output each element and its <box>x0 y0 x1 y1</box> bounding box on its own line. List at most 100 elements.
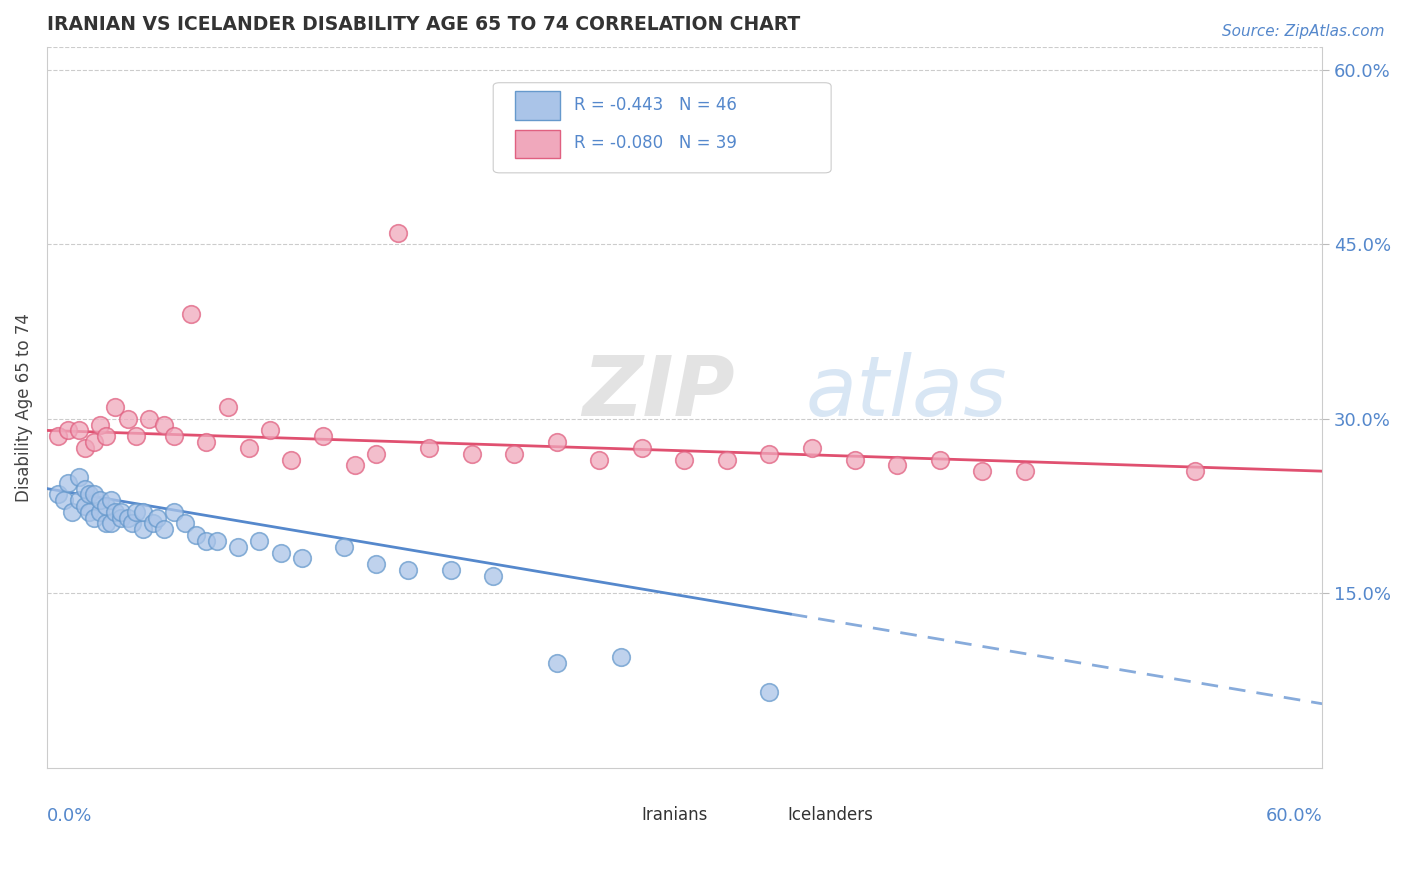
Point <box>138 412 160 426</box>
Point <box>195 533 218 548</box>
Point <box>152 417 174 432</box>
Point <box>83 487 105 501</box>
Point <box>104 400 127 414</box>
Point <box>67 470 90 484</box>
Point <box>226 540 249 554</box>
Point <box>482 569 505 583</box>
Point <box>163 505 186 519</box>
Point <box>83 435 105 450</box>
Point <box>970 464 993 478</box>
Point <box>89 493 111 508</box>
Point <box>75 499 97 513</box>
Y-axis label: Disability Age 65 to 74: Disability Age 65 to 74 <box>15 313 32 501</box>
Point <box>588 452 610 467</box>
Point <box>83 510 105 524</box>
Point <box>131 522 153 536</box>
Point <box>673 452 696 467</box>
Point <box>46 429 69 443</box>
Point <box>631 441 654 455</box>
Point <box>546 435 568 450</box>
FancyBboxPatch shape <box>494 83 831 173</box>
Point <box>344 458 367 473</box>
Text: IRANIAN VS ICELANDER DISABILITY AGE 65 TO 74 CORRELATION CHART: IRANIAN VS ICELANDER DISABILITY AGE 65 T… <box>46 15 800 34</box>
Point <box>146 510 169 524</box>
Point <box>163 429 186 443</box>
FancyBboxPatch shape <box>742 803 778 829</box>
Point <box>886 458 908 473</box>
FancyBboxPatch shape <box>515 129 560 159</box>
Point <box>249 533 271 548</box>
FancyBboxPatch shape <box>595 803 631 829</box>
Point <box>142 516 165 531</box>
Point <box>75 482 97 496</box>
Point <box>396 563 419 577</box>
Point <box>104 505 127 519</box>
Point <box>67 424 90 438</box>
Point <box>131 505 153 519</box>
Text: Iranians: Iranians <box>641 806 707 824</box>
Point <box>758 447 780 461</box>
Point <box>716 452 738 467</box>
Point <box>117 412 139 426</box>
Point <box>928 452 950 467</box>
Point <box>291 551 314 566</box>
Point <box>117 510 139 524</box>
Point <box>75 441 97 455</box>
Point <box>801 441 824 455</box>
Point <box>56 424 79 438</box>
Point <box>67 493 90 508</box>
Point <box>758 685 780 699</box>
Point <box>96 429 118 443</box>
Point <box>52 493 75 508</box>
Text: Source: ZipAtlas.com: Source: ZipAtlas.com <box>1222 24 1385 39</box>
Point <box>100 493 122 508</box>
FancyBboxPatch shape <box>515 91 560 120</box>
Point <box>96 516 118 531</box>
Point <box>280 452 302 467</box>
Point <box>46 487 69 501</box>
Point <box>205 533 228 548</box>
Point <box>1014 464 1036 478</box>
Point <box>609 650 631 665</box>
Point <box>180 307 202 321</box>
Point <box>110 510 132 524</box>
Point <box>152 522 174 536</box>
Point <box>125 505 148 519</box>
Point <box>1184 464 1206 478</box>
Point <box>96 499 118 513</box>
Text: R = -0.443   N = 46: R = -0.443 N = 46 <box>574 96 737 114</box>
Point <box>366 447 388 461</box>
Point <box>110 505 132 519</box>
Point <box>125 429 148 443</box>
Text: ZIP: ZIP <box>582 352 735 434</box>
Text: Icelanders: Icelanders <box>787 806 873 824</box>
Point <box>217 400 239 414</box>
Point <box>503 447 526 461</box>
Point <box>100 516 122 531</box>
Point <box>440 563 463 577</box>
Point <box>174 516 197 531</box>
Point <box>461 447 484 461</box>
Point <box>333 540 356 554</box>
Point <box>418 441 440 455</box>
Point <box>387 226 409 240</box>
Point <box>546 656 568 670</box>
Point <box>270 545 292 559</box>
Point <box>79 505 101 519</box>
Text: 0.0%: 0.0% <box>46 807 93 825</box>
Point <box>259 424 281 438</box>
Point <box>60 505 83 519</box>
Point <box>195 435 218 450</box>
Point <box>89 417 111 432</box>
Point <box>366 557 388 571</box>
Point <box>89 505 111 519</box>
Point <box>312 429 335 443</box>
Point <box>238 441 260 455</box>
Text: 60.0%: 60.0% <box>1265 807 1322 825</box>
Point <box>79 487 101 501</box>
Point <box>184 528 207 542</box>
Text: atlas: atlas <box>806 352 1007 434</box>
Point <box>844 452 866 467</box>
Point <box>121 516 143 531</box>
Text: R = -0.080   N = 39: R = -0.080 N = 39 <box>574 135 737 153</box>
